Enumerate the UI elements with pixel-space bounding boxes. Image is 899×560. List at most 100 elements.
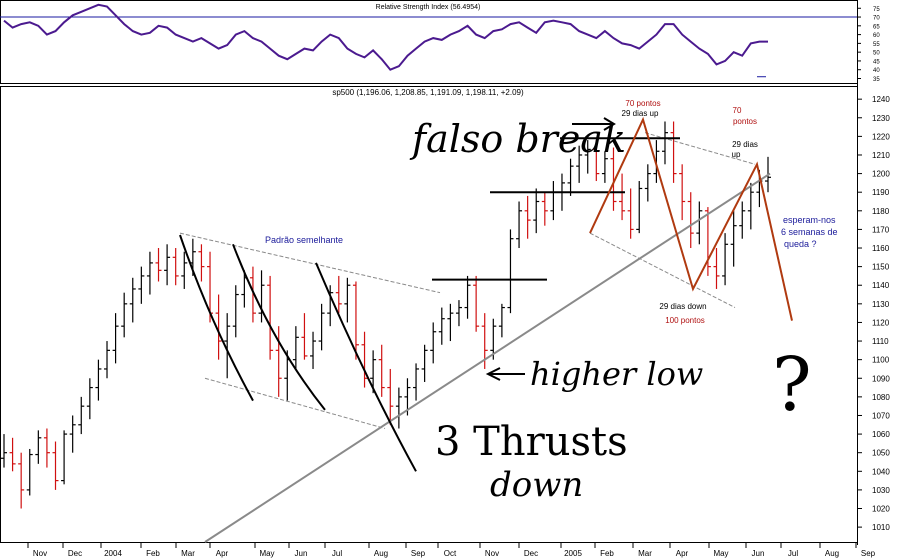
rsi-series	[3, 3, 768, 78]
price-tick-label: 1220	[872, 132, 890, 141]
ohlc-bar	[550, 181, 557, 221]
rsi-tick-label: 35	[873, 77, 880, 83]
price-tick-label: 1120	[872, 318, 890, 327]
rsi-axis: 75 70 65 60 55 50 45 40 35	[0, 7, 880, 83]
ohlc-bar	[687, 192, 694, 249]
ohlc-bar	[9, 437, 16, 472]
ohlc-bar	[275, 326, 282, 397]
trend-line-long	[204, 172, 771, 543]
ohlc-bar	[516, 201, 523, 249]
price-tick-label: 1110	[872, 337, 889, 346]
x-tick-label: Mar	[181, 549, 195, 558]
ohlc-bar	[361, 331, 368, 388]
ohlc-bar	[310, 331, 317, 369]
ohlc-bar	[146, 251, 153, 295]
ohlc-bar	[507, 229, 514, 314]
price-tick-label: 1100	[872, 356, 890, 365]
ohlc-bar	[112, 313, 119, 364]
x-tick-label: Mar	[638, 549, 652, 558]
annotation-expect-c: queda ?	[784, 239, 817, 249]
rsi-tick-label: 50	[873, 51, 880, 57]
x-tick-label: Jul	[332, 549, 342, 558]
annotation-29-dias-up-left: 29 dias up	[622, 109, 659, 118]
price-tick-label: 1040	[872, 467, 890, 476]
ohlc-bar	[318, 303, 325, 351]
price-bars	[1, 121, 771, 509]
ohlc-bar	[455, 300, 462, 327]
ohlc-bar	[576, 145, 583, 183]
ohlc-bar	[61, 430, 68, 485]
hand-arrow-higher-low	[485, 367, 525, 381]
annotation-29-dias-down: 29 dias down	[659, 302, 706, 311]
ohlc-bar	[224, 313, 231, 379]
x-tick-label: Nov	[485, 549, 499, 558]
ohlc-bar	[413, 363, 420, 401]
hand-down: down	[490, 465, 583, 505]
annotation-70-right-a: 70	[733, 106, 742, 115]
price-tick-label: 1160	[872, 244, 890, 253]
rsi-title: Relative Strength Index (56.4954)	[376, 4, 481, 11]
price-tick-label: 1170	[872, 225, 890, 234]
x-tick-label: Jun	[295, 549, 308, 558]
ohlc-bar	[26, 448, 33, 496]
rsi-tick-label: 60	[873, 33, 880, 39]
price-tick-label: 1200	[872, 170, 890, 179]
ohlc-bar	[1, 434, 7, 468]
ohlc-bar	[370, 350, 377, 394]
x-tick-label: Apr	[216, 549, 229, 558]
price-tick-label: 1210	[872, 151, 890, 160]
annotation-expect-b: 6 semanas de	[781, 227, 838, 237]
ohlc-bar	[713, 248, 720, 289]
price-tick-label: 1150	[872, 263, 890, 272]
ohlc-bar	[198, 244, 205, 282]
thrust-1	[179, 234, 254, 402]
ohlc-bar	[747, 182, 754, 230]
ohlc-bar	[464, 275, 471, 319]
ohlc-bar	[636, 181, 643, 234]
annotation-expect-a: esperam-nos	[783, 215, 836, 225]
ohlc-bar	[584, 140, 591, 174]
price-tick-label: 1050	[872, 449, 890, 458]
ohlc-bar	[52, 441, 59, 490]
price-tick-label: 1090	[872, 374, 890, 383]
ohlc-bar	[430, 322, 437, 364]
ohlc-bar	[533, 188, 540, 234]
ohlc-bar	[138, 266, 145, 304]
x-tick-label: 2004	[104, 549, 122, 558]
ohlc-bar	[619, 173, 626, 221]
price-tick-label: 1190	[872, 188, 890, 197]
ohlc-bar	[352, 281, 359, 360]
annotation-29-dias-right-b: up	[732, 150, 741, 159]
ohlc-bar	[541, 192, 548, 226]
ohlc-bar	[232, 285, 239, 338]
ohlc-bar	[593, 140, 600, 182]
x-tick-label: Feb	[146, 549, 160, 558]
rsi-tick-label: 55	[873, 42, 880, 48]
annotation-similar-pattern: Padrão semelhante	[265, 235, 343, 245]
x-tick-label: May	[259, 549, 274, 558]
price-tick-label: 1180	[872, 207, 890, 216]
price-tick-label: 1010	[872, 523, 890, 532]
thrust-3	[315, 262, 417, 472]
ohlc-bar	[447, 303, 454, 342]
x-tick-label: Nov	[33, 549, 47, 558]
ohlc-bar	[498, 303, 505, 338]
ohlc-bar	[387, 368, 394, 425]
price-title: sp500 (1,196.06, 1,208.85, 1,191.09, 1,1…	[332, 88, 524, 97]
ohlc-bar	[627, 188, 634, 239]
ohlc-bar	[301, 313, 308, 360]
rsi-line	[3, 3, 768, 71]
ohlc-bar	[524, 195, 531, 239]
x-tick-label: Feb	[600, 549, 614, 558]
pattern-line-lower	[589, 232, 736, 309]
annotation-29-dias-right-a: 29 dias	[732, 140, 758, 149]
thrust-2	[232, 243, 326, 411]
pattern-line-top	[179, 232, 441, 294]
x-tick-label: Aug	[825, 549, 839, 558]
ohlc-bar	[644, 164, 651, 202]
x-tick-label: Jun	[752, 549, 765, 558]
ohlc-bar	[18, 452, 25, 509]
annotation-70-right-b: pontos	[733, 117, 757, 126]
ohlc-bar	[610, 147, 617, 211]
x-tick-label: Jul	[788, 549, 798, 558]
